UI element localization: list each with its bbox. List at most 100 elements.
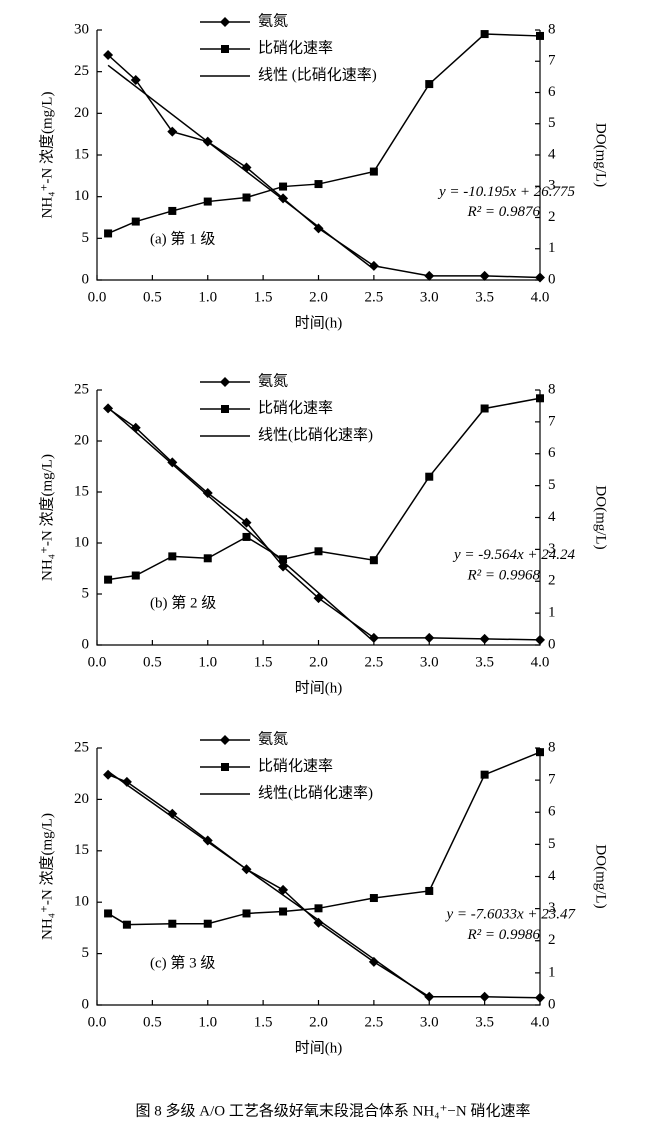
- diamond-marker: [368, 956, 379, 967]
- y2-tick-label: 6: [548, 84, 556, 100]
- y-tick-label: 15: [74, 146, 89, 162]
- annotation: R² = 0.9986: [466, 927, 540, 943]
- diamond-marker: [220, 377, 230, 387]
- y2-tick-label: 0: [548, 996, 556, 1012]
- y-tick-label: 0: [82, 636, 90, 652]
- series-line: [107, 770, 430, 999]
- x-tick-label: 2.5: [365, 654, 384, 670]
- y2-tick-label: 6: [548, 804, 556, 820]
- square-marker: [242, 909, 251, 918]
- square-marker: [279, 555, 288, 564]
- diamond-marker: [313, 223, 324, 234]
- diamond-marker: [130, 75, 141, 85]
- square-marker: [369, 556, 378, 565]
- y-tick-label: 20: [74, 432, 89, 448]
- y2-tick-label: 6: [548, 445, 556, 461]
- panel-label: (c) 第 3 级: [150, 953, 215, 971]
- square-marker: [536, 394, 544, 403]
- y-tick-label: 5: [82, 945, 90, 961]
- square-marker: [168, 919, 177, 928]
- x-tick-label: 2.0: [309, 1014, 328, 1030]
- y-tick-label: 0: [82, 271, 90, 287]
- y2-tick-label: 0: [548, 636, 556, 652]
- legend-label: 线性(比硝化速率): [258, 426, 373, 443]
- x-tick-label: 3.0: [420, 1014, 439, 1030]
- y-tick-label: 15: [74, 842, 89, 858]
- square-marker: [104, 575, 113, 584]
- x-tick-label: 4.0: [531, 289, 550, 305]
- legend-label: 比硝化速率: [258, 757, 333, 774]
- diamond-marker: [121, 776, 132, 787]
- panel-label: (a) 第 1 级: [150, 229, 215, 247]
- square-marker: [122, 920, 131, 929]
- diamond-marker: [167, 457, 178, 468]
- y2-tick-label: 8: [548, 739, 556, 755]
- square-marker: [168, 552, 177, 561]
- square-marker: [242, 193, 251, 202]
- y2-tick-label: 4: [548, 509, 556, 525]
- diamond-marker: [167, 808, 178, 819]
- square-marker: [369, 167, 378, 176]
- x-tick-label: 1.5: [254, 289, 273, 305]
- x-tick-label: 0.5: [143, 289, 162, 305]
- y-tick-label: 10: [74, 534, 89, 550]
- square-marker: [203, 919, 212, 928]
- y2-tick-label: 3: [548, 541, 556, 557]
- y-tick-label: 25: [74, 63, 89, 79]
- legend-label: 比硝化速率: [258, 39, 333, 56]
- legend-label: 比硝化速率: [258, 399, 333, 416]
- y2-tick-label: 5: [548, 115, 556, 131]
- y2-tick-label: 1: [548, 605, 556, 621]
- x-tick-label: 0.5: [143, 1014, 162, 1030]
- x-tick-label: 3.5: [475, 654, 494, 670]
- y2-axis-label: DO(mg/L): [593, 123, 609, 187]
- diamond-marker: [220, 735, 230, 745]
- diamond-marker: [479, 270, 490, 281]
- square-marker: [203, 197, 212, 206]
- y2-tick-label: 1: [548, 240, 556, 256]
- series-line: [107, 64, 375, 270]
- y-tick-label: 10: [74, 894, 89, 910]
- y-tick-label: 20: [74, 791, 89, 807]
- series-line: [107, 406, 375, 643]
- legend-label: 氨氮: [258, 372, 288, 389]
- y-axis-label: NH₄⁺-N 浓度(mg/L): [38, 454, 55, 581]
- y2-tick-label: 2: [548, 932, 556, 948]
- x-tick-label: 0.0: [88, 654, 107, 670]
- y-tick-label: 25: [74, 739, 89, 755]
- y2-tick-label: 2: [548, 209, 556, 225]
- legend-label: 线性 (比硝化速率): [258, 66, 377, 83]
- y2-tick-label: 3: [548, 900, 556, 916]
- square-marker: [104, 909, 113, 918]
- legend-label: 氨氮: [258, 730, 288, 747]
- y-axis-label: NH₄⁺-N 浓度(mg/L): [38, 92, 55, 219]
- annotation: R² = 0.9876: [466, 204, 540, 220]
- diamond-marker: [103, 50, 114, 60]
- y2-tick-label: 8: [548, 21, 556, 37]
- square-marker: [536, 748, 544, 757]
- square-marker: [314, 180, 323, 189]
- y2-tick-label: 0: [548, 271, 556, 287]
- diamond-marker: [535, 992, 545, 1003]
- y2-tick-label: 7: [548, 772, 556, 788]
- y-tick-label: 5: [82, 585, 90, 601]
- diamond-marker: [479, 633, 490, 644]
- square-marker: [131, 571, 140, 580]
- y-tick-label: 20: [74, 105, 89, 121]
- x-tick-label: 0.5: [143, 654, 162, 670]
- y2-tick-label: 5: [548, 836, 556, 852]
- square-marker: [131, 217, 140, 226]
- y2-tick-label: 4: [548, 146, 556, 162]
- x-axis-label: 时间(h): [295, 679, 343, 696]
- x-tick-label: 1.0: [198, 1014, 217, 1030]
- panel-label: (b) 第 2 级: [150, 594, 216, 612]
- y-tick-label: 25: [74, 381, 89, 397]
- square-marker: [168, 206, 177, 215]
- legend-label: 线性(比硝化速率): [258, 784, 373, 801]
- annotation: y = -10.195x + 26.775: [437, 184, 576, 200]
- y2-axis-label: DO(mg/L): [593, 844, 609, 908]
- y-tick-label: 15: [74, 483, 89, 499]
- y2-tick-label: 7: [548, 413, 556, 429]
- square-marker: [221, 45, 229, 53]
